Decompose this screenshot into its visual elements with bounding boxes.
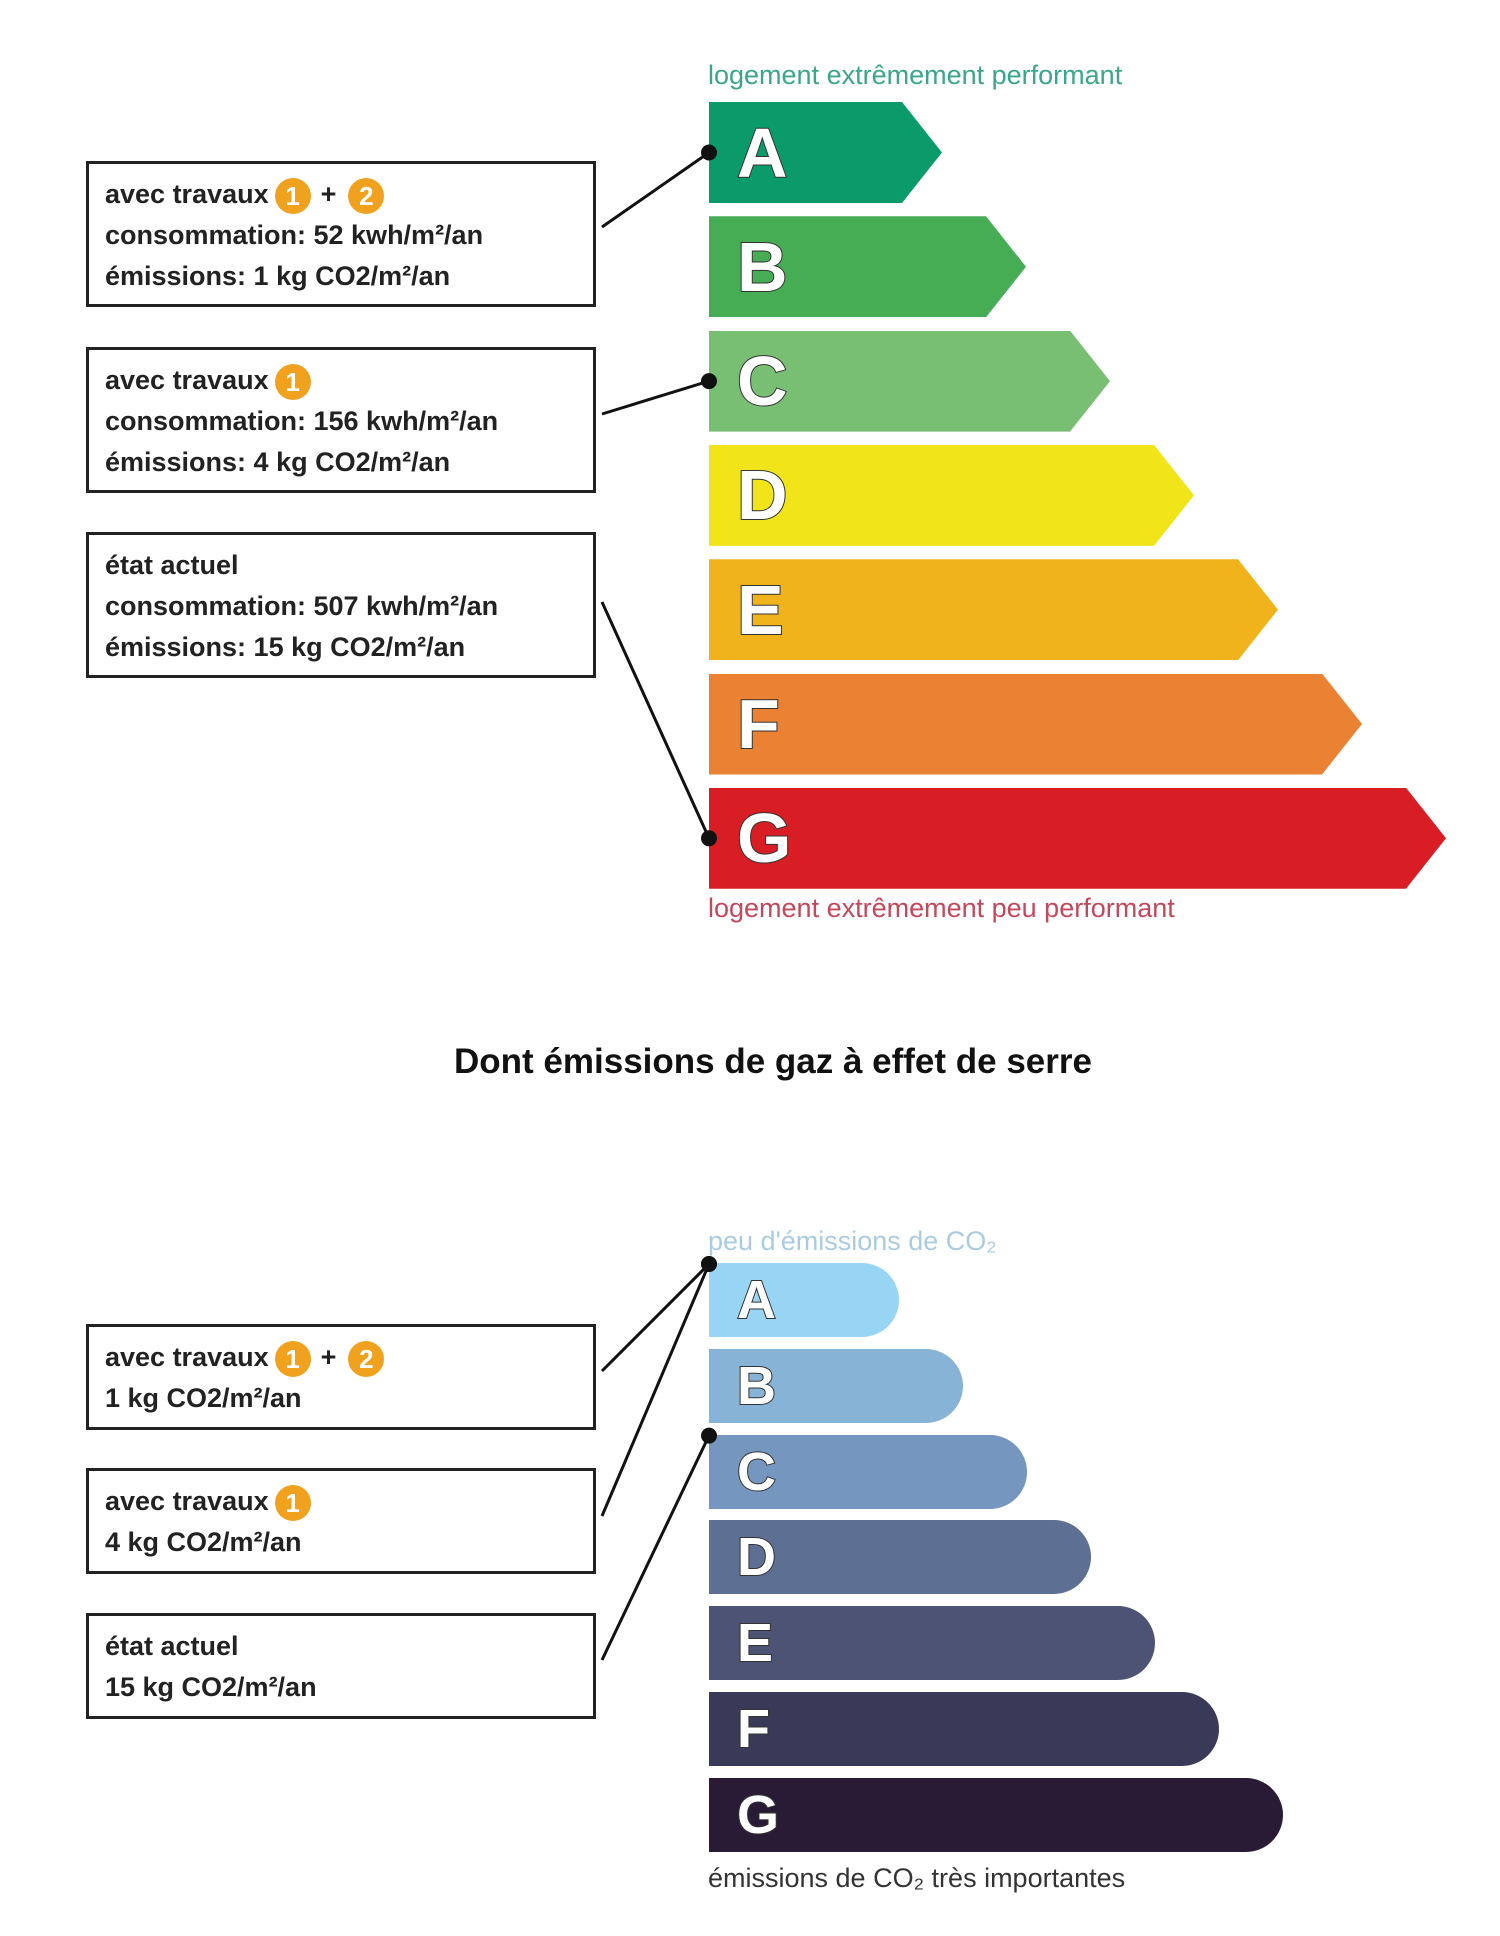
class-letter: E	[736, 1612, 774, 1674]
class-letter: C	[737, 342, 788, 421]
energy-bottom-label: logement extrêmement peu performant	[708, 893, 1175, 923]
scenario-box: état actuel consommation: 507 kwh/m²/an ém…	[86, 532, 596, 678]
work-number-badge: 1	[274, 1340, 311, 1377]
connector-dot	[701, 1427, 717, 1444]
energy-top-label: logement extrêmement performant	[708, 60, 1123, 90]
scenario-title-text: avec travaux	[105, 1342, 269, 1372]
scenario-title: avec travaux 1	[105, 1481, 593, 1522]
class-letter: D	[737, 456, 788, 535]
class-bar-f: F	[709, 674, 1362, 775]
scenario-box: avec travaux 1 +2 consommation: 52 kwh/m²/a…	[86, 161, 596, 307]
class-bar-d: D	[709, 1520, 1091, 1595]
work-number-badge: 2	[348, 177, 385, 214]
scenario-line2: émissions: 1 kg CO2/m²/an	[105, 261, 451, 291]
class-bar-f: F	[709, 1692, 1219, 1766]
connector-dot	[701, 830, 717, 847]
class-letter: F	[736, 1698, 771, 1760]
scenario-title-text: avec travaux	[105, 365, 269, 395]
scenario-line2: émissions: 4 kg CO2/m²/an	[105, 447, 451, 477]
scenario-line2: émissions: 15 kg CO2/m²/an	[105, 632, 466, 662]
scenario-box: avec travaux 1 4 kg CO2/m²/an	[86, 1468, 596, 1574]
class-bar-g: G	[709, 788, 1446, 889]
class-bar-a: A	[709, 102, 942, 203]
work-number-badge: 1	[274, 363, 311, 400]
class-letter: B	[737, 227, 788, 306]
class-letter: D	[736, 1526, 777, 1588]
connector-line	[600, 1262, 711, 1373]
work-number-badge: 1	[274, 1484, 311, 1521]
plus-sign: +	[320, 1342, 337, 1372]
scenario-title: avec travaux 1 +2	[105, 1337, 593, 1378]
class-bar-c: C	[709, 331, 1110, 432]
class-letter: G	[736, 1784, 780, 1846]
class-bar-e: E	[709, 559, 1278, 660]
scenario-title-text: état actuel	[105, 1631, 239, 1661]
class-bar-c: C	[709, 1434, 1027, 1509]
scenario-title: état actuel	[105, 1626, 593, 1667]
class-bar-b: B	[709, 216, 1026, 317]
class-letter: C	[736, 1441, 777, 1503]
scenario-title: avec travaux 1 +2	[105, 174, 593, 215]
scenario-line1: 1 kg CO2/m²/an	[105, 1383, 302, 1413]
scenario-title-text: état actuel	[105, 550, 239, 580]
scenario-title: état actuel	[105, 545, 593, 586]
class-bar-g: G	[709, 1777, 1283, 1852]
class-bar-a: A	[709, 1263, 899, 1337]
class-bar-b: B	[709, 1348, 963, 1423]
ges-top-label: peu d'émissions de CO₂	[708, 1226, 997, 1256]
connector-line	[601, 379, 710, 416]
scenario-box: avec travaux 1 consommation: 156 kwh/m²/an…	[86, 347, 596, 493]
connector-dot	[701, 1256, 717, 1272]
scenario-box: avec travaux 1 +2 1 kg CO2/m²/an	[86, 1324, 596, 1430]
class-bar-e: E	[709, 1606, 1155, 1681]
connector-line	[600, 1263, 711, 1517]
class-bar-d: D	[709, 445, 1194, 546]
scenario-title-text: avec travaux	[105, 1486, 269, 1516]
class-letter: F	[737, 685, 780, 763]
scenario-title-text: avec travaux	[105, 179, 269, 209]
class-letter: B	[736, 1355, 777, 1417]
connector-line	[601, 151, 710, 229]
work-number-badge: 1	[274, 177, 311, 214]
scenario-box: état actuel 15 kg CO2/m²/an	[86, 1613, 596, 1719]
plus-sign: +	[320, 179, 337, 209]
connector-line	[600, 601, 711, 839]
connector-dot	[701, 144, 717, 161]
scenario-line1: consommation: 156 kwh/m²/an	[105, 406, 499, 436]
ges-title: Dont émissions de gaz à effet de serre	[454, 1042, 1092, 1081]
scenario-line1: 15 kg CO2/m²/an	[105, 1672, 317, 1702]
scenario-line1: 4 kg CO2/m²/an	[105, 1527, 302, 1557]
scenario-line1: consommation: 52 kwh/m²/an	[105, 220, 484, 250]
class-letter: A	[736, 1269, 777, 1331]
scenario-title: avec travaux 1	[105, 360, 593, 401]
work-number-badge: 2	[348, 1340, 385, 1377]
connector-dot	[701, 373, 717, 390]
connector-line	[600, 1434, 711, 1661]
class-letter: A	[737, 113, 788, 192]
class-letter: E	[737, 570, 784, 649]
class-letter: G	[737, 799, 792, 878]
scenario-line1: consommation: 507 kwh/m²/an	[105, 591, 499, 621]
ges-bottom-label: émissions de CO₂ très importantes	[708, 1863, 1126, 1893]
